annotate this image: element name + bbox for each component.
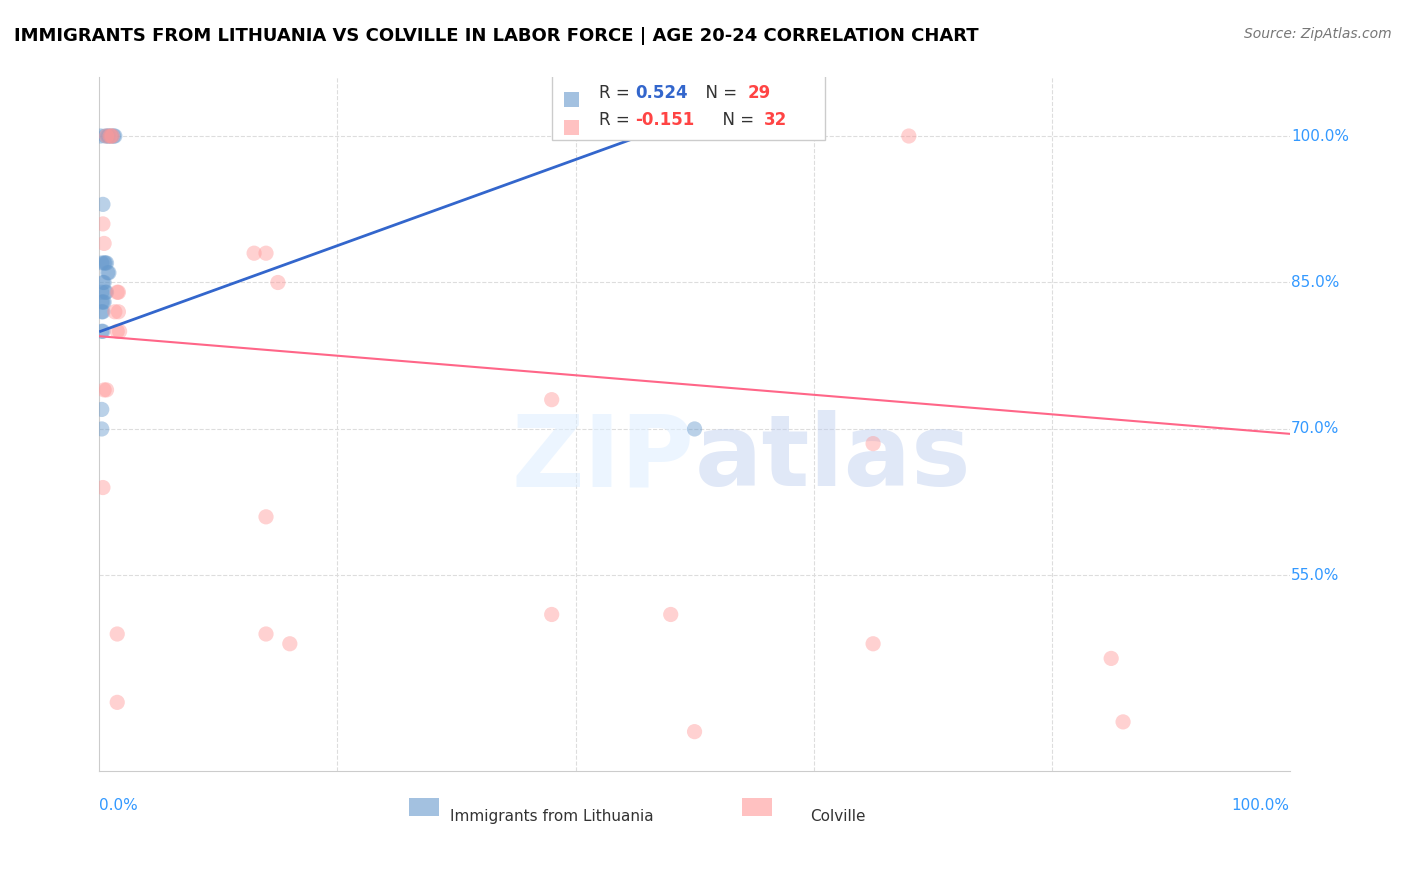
Text: ZIP: ZIP [512,410,695,508]
Point [243,246,266,260]
Point [97,266,120,280]
Point [104,128,127,143]
Point [105,627,128,641]
Point [91,305,114,319]
Text: 0.524: 0.524 [636,84,688,102]
Bar [564,120,579,135]
Point [107,285,129,300]
Point [105,695,128,709]
Point [108,324,131,338]
Text: Colville: Colville [810,809,865,824]
Point [1112,714,1135,729]
Text: 85.0%: 85.0% [1291,275,1340,290]
Point [96,128,118,143]
Point [98,128,121,143]
Bar [742,798,772,816]
Text: 100.0%: 100.0% [1291,128,1348,144]
Point [97,128,120,143]
Point [278,637,301,651]
Text: N =: N = [695,84,742,102]
Point [97,128,120,143]
Point [96,383,118,397]
Bar [551,70,825,140]
Point [90,402,112,417]
Point [101,128,124,143]
Text: Immigrants from Lithuania: Immigrants from Lithuania [450,809,654,824]
Text: IMMIGRANTS FROM LITHUANIA VS COLVILLE IN LABOR FORCE | AGE 20-24 CORRELATION CHA: IMMIGRANTS FROM LITHUANIA VS COLVILLE IN… [14,27,979,45]
Point [254,246,277,260]
Point [105,285,128,300]
Point [103,128,125,143]
Point [90,128,112,143]
Text: R =: R = [599,84,636,102]
Point [93,276,115,290]
Point [107,305,129,319]
Point [90,422,112,436]
Text: 29: 29 [748,84,772,102]
Point [104,305,127,319]
Text: Source: ZipAtlas.com: Source: ZipAtlas.com [1244,27,1392,41]
Point [94,128,117,143]
Point [91,276,114,290]
Point [90,285,112,300]
Point [100,128,122,143]
Point [90,295,112,310]
Text: N =: N = [713,112,759,129]
Point [683,422,706,436]
Bar [564,92,579,107]
Point [93,383,115,397]
Point [93,236,115,251]
Point [91,481,114,495]
Y-axis label: In Labor Force | Age 20-24: In Labor Force | Age 20-24 [0,315,8,533]
Point [90,256,112,270]
Text: 55.0%: 55.0% [1291,568,1340,582]
Point [96,285,118,300]
Text: atlas: atlas [695,410,972,508]
Point [1099,651,1122,665]
Point [105,324,128,338]
Point [254,509,277,524]
Point [862,436,884,450]
Point [97,266,120,280]
Point [862,637,884,651]
Point [96,256,118,270]
Point [91,324,114,338]
Text: 70.0%: 70.0% [1291,421,1340,436]
Point [91,217,114,231]
Point [90,305,112,319]
Text: 100.0%: 100.0% [1232,798,1289,814]
Point [897,128,920,143]
Point [540,607,562,622]
Point [254,627,277,641]
Point [93,295,115,310]
Point [91,295,114,310]
Point [94,256,117,270]
Point [267,276,290,290]
Text: R =: R = [599,112,636,129]
Point [659,607,682,622]
Text: 0.0%: 0.0% [100,798,138,814]
Text: 32: 32 [763,112,787,129]
Point [93,256,115,270]
Point [100,128,122,143]
Point [91,197,114,211]
Point [94,285,117,300]
Bar [409,798,439,816]
Point [90,324,112,338]
Point [540,392,562,407]
Text: -0.151: -0.151 [636,112,695,129]
Point [683,724,706,739]
